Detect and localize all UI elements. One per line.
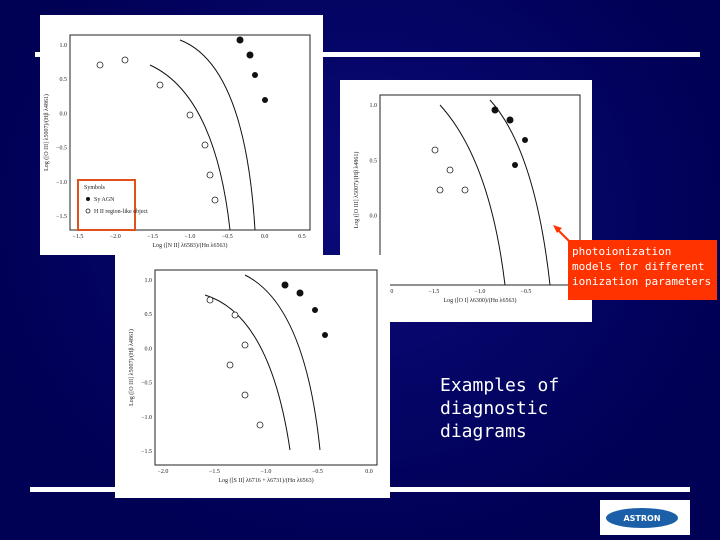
logo-text: ASTRON bbox=[623, 514, 660, 523]
y-axis-label: Log ([O III] λ5007)/(Hβ λ4861) bbox=[353, 152, 360, 229]
scan-plot: Symbols Sy AGN H II region-like object 1… bbox=[40, 15, 323, 255]
scan-point bbox=[461, 186, 469, 194]
x-axis-label: Log ([N II] λ6583)/(Hα λ6563) bbox=[153, 242, 228, 249]
y-tick-label: 1.0 bbox=[145, 278, 153, 284]
scan-point bbox=[322, 332, 328, 338]
y-tick-label: 0.5 bbox=[145, 312, 153, 318]
y-tick-label: −1.5 bbox=[56, 214, 67, 220]
scan-point bbox=[211, 196, 219, 204]
model-curve bbox=[244, 274, 321, 451]
x-tick-label: −2.0 bbox=[158, 469, 169, 475]
x-tick-label: −1.5 bbox=[147, 234, 158, 240]
model-curve bbox=[204, 294, 291, 451]
legend-box bbox=[77, 179, 136, 231]
frame bbox=[154, 269, 378, 466]
scan-point bbox=[96, 61, 104, 69]
x-tick-label: −0.5 bbox=[521, 289, 532, 295]
y-tick-label: −0.5 bbox=[56, 146, 67, 152]
scan-point bbox=[431, 146, 439, 154]
scan-point bbox=[156, 81, 164, 89]
scan-point bbox=[312, 307, 318, 313]
scan-point bbox=[201, 141, 209, 149]
scan-point bbox=[256, 421, 264, 429]
y-tick-label: −1.0 bbox=[56, 180, 67, 186]
legend-marker bbox=[85, 208, 91, 214]
scan-point bbox=[206, 296, 214, 304]
y-axis-label: Log ([O III] λ5007)/(Hβ λ4861) bbox=[43, 94, 50, 171]
scan-point bbox=[296, 289, 304, 297]
scan-point bbox=[522, 137, 528, 143]
scan-point bbox=[186, 111, 194, 119]
scan-point bbox=[436, 186, 444, 194]
y-tick-label: 0.0 bbox=[370, 214, 378, 220]
legend-marker bbox=[86, 197, 90, 201]
x-tick-label: −0.5 bbox=[222, 234, 233, 240]
y-tick-label: 1.0 bbox=[60, 43, 68, 49]
scan-point bbox=[241, 341, 249, 349]
scan-point bbox=[252, 72, 258, 78]
x-tick-label: −1.0 bbox=[261, 469, 272, 475]
x-tick-label: −1.0 bbox=[185, 234, 196, 240]
y-tick-label: 0.5 bbox=[60, 77, 68, 83]
logo: ASTRON bbox=[600, 500, 690, 535]
model-curve bbox=[179, 39, 256, 231]
y-tick-label: 0.5 bbox=[370, 158, 378, 164]
x-axis-label: Log ([S II] λ6716 + λ6731)/(Hα λ6563) bbox=[218, 477, 313, 484]
scan-point bbox=[512, 162, 518, 168]
y-tick-label: 0.0 bbox=[145, 346, 153, 352]
y-tick-label: 1.0 bbox=[370, 103, 378, 109]
y-tick-label: −0.5 bbox=[141, 381, 152, 387]
scan-point bbox=[236, 36, 244, 44]
arrow-head bbox=[553, 225, 562, 233]
scan-point bbox=[241, 391, 249, 399]
scan-point bbox=[231, 311, 239, 319]
x-tick-label: −0.5 bbox=[312, 469, 323, 475]
x-tick-label: −1.5 bbox=[73, 234, 84, 240]
scan-point bbox=[121, 56, 129, 64]
caption: Examples of diagnostic diagrams bbox=[440, 375, 560, 442]
scan-point bbox=[506, 116, 514, 124]
logo-shape bbox=[606, 508, 678, 528]
scan-plot: 1.0 0.5 0.0 −0.5 −1.0 −1.5 −2.0 −1.5 −1.0 −0.5 0.0… bbox=[115, 255, 390, 498]
x-tick-label: 0.5 bbox=[298, 234, 306, 240]
scan-point bbox=[281, 281, 289, 289]
y-axis-label: Log ([O III] λ5007)/(Hβ λ4861) bbox=[128, 329, 135, 406]
x-tick-label: −2.0 bbox=[110, 234, 121, 240]
x-tick-label: −1.5 bbox=[429, 289, 440, 295]
top-rule bbox=[35, 52, 700, 57]
annotation: photoionization models for different ion… bbox=[568, 240, 717, 300]
scan-point bbox=[446, 166, 454, 174]
scan-point bbox=[491, 106, 499, 114]
model-curve bbox=[489, 99, 551, 286]
legend-title: Symbols bbox=[84, 185, 106, 191]
x-tick-label: −1.5 bbox=[209, 469, 220, 475]
x-tick-label: 0.0 bbox=[261, 234, 269, 240]
frame bbox=[379, 94, 581, 286]
legend-item: Sy AGN bbox=[94, 197, 115, 203]
scan-point bbox=[206, 171, 214, 179]
frame bbox=[69, 34, 311, 231]
legend-item: H II region-like object bbox=[94, 209, 148, 215]
y-tick-label: −1.5 bbox=[141, 449, 152, 455]
x-tick-label: −1.0 bbox=[475, 289, 486, 295]
y-tick-label: 0.0 bbox=[60, 111, 68, 117]
x-axis-label: Log ([O I] λ6300)/(Hα λ6563) bbox=[444, 297, 517, 304]
scan-point bbox=[226, 361, 234, 369]
scan-point bbox=[246, 51, 254, 59]
model-curve bbox=[149, 64, 231, 231]
x-tick-label: 0.0 bbox=[365, 469, 373, 475]
y-tick-label: −1.0 bbox=[141, 415, 152, 421]
model-curve bbox=[439, 104, 506, 286]
scan-point bbox=[262, 97, 268, 103]
